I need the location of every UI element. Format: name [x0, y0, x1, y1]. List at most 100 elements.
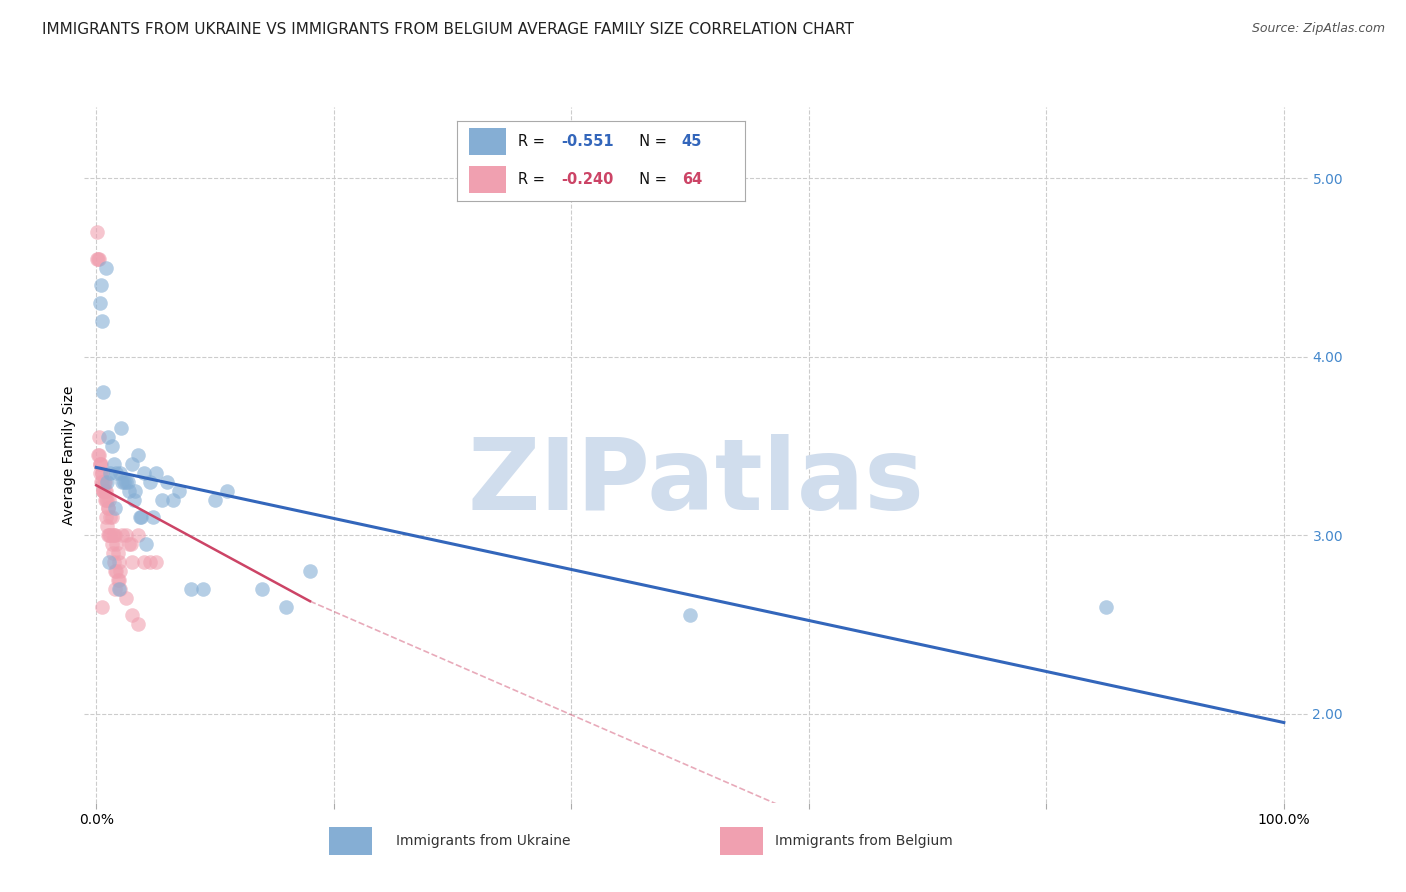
Point: [127, 448, 149, 462]
Point: [107, 582, 129, 596]
Point: [108, 582, 131, 596]
Point: [138, 555, 160, 569]
Point: [298, 564, 321, 578]
Point: [115, 528, 138, 542]
Point: [101, 528, 124, 542]
Point: [97, 528, 120, 542]
Point: [131, 510, 153, 524]
Point: [110, 421, 132, 435]
Point: [120, 537, 142, 551]
Point: [142, 510, 165, 524]
Point: [115, 475, 138, 489]
Point: [105, 564, 128, 578]
Text: ZIPatlas: ZIPatlas: [468, 434, 924, 532]
Y-axis label: Average Family Size: Average Family Size: [62, 385, 76, 524]
Point: [93, 483, 115, 498]
Point: [86, 225, 108, 239]
Point: [89, 457, 111, 471]
Point: [180, 582, 202, 596]
Point: [145, 466, 167, 480]
Point: [93, 492, 115, 507]
Point: [100, 466, 122, 480]
Point: [94, 510, 117, 524]
Point: [89, 296, 111, 310]
Point: [252, 582, 274, 596]
Point: [111, 528, 134, 542]
Text: Immigrants from Belgium: Immigrants from Belgium: [776, 834, 953, 848]
Point: [127, 617, 149, 632]
Point: [162, 492, 184, 507]
Text: Immigrants from Ukraine: Immigrants from Ukraine: [396, 834, 571, 848]
Point: [118, 483, 141, 498]
Point: [103, 457, 125, 471]
Point: [107, 573, 129, 587]
Point: [89, 448, 111, 462]
Point: [90, 475, 112, 489]
Point: [91, 466, 114, 480]
Point: [107, 555, 129, 569]
Point: [100, 528, 122, 542]
Point: [94, 260, 117, 275]
Point: [150, 492, 173, 507]
Point: [90, 278, 112, 293]
Point: [108, 466, 131, 480]
Point: [98, 555, 121, 569]
Text: Source: ZipAtlas.com: Source: ZipAtlas.com: [1251, 22, 1385, 36]
Point: [87, 448, 110, 462]
Point: [103, 528, 125, 542]
Point: [91, 475, 114, 489]
Text: IMMIGRANTS FROM UKRAINE VS IMMIGRANTS FROM BELGIUM AVERAGE FAMILY SIZE CORRELATI: IMMIGRANTS FROM UKRAINE VS IMMIGRANTS FR…: [42, 22, 853, 37]
Point: [97, 501, 120, 516]
Point: [121, 608, 143, 623]
Point: [91, 483, 114, 498]
Point: [98, 492, 121, 507]
Point: [127, 528, 149, 542]
Point: [204, 492, 226, 507]
Point: [111, 475, 134, 489]
Point: [104, 564, 127, 578]
Point: [96, 475, 118, 489]
Point: [100, 510, 122, 524]
Point: [90, 599, 112, 614]
Point: [103, 555, 125, 569]
Point: [215, 483, 238, 498]
Point: [117, 475, 139, 489]
Point: [107, 546, 129, 560]
Point: [90, 466, 112, 480]
Point: [96, 492, 118, 507]
Point: [93, 385, 115, 400]
Point: [145, 555, 167, 569]
Point: [276, 599, 298, 614]
Point: [105, 466, 128, 480]
Point: [87, 252, 110, 266]
Point: [94, 483, 117, 498]
Point: [104, 501, 127, 516]
Point: [107, 573, 129, 587]
Point: [96, 519, 118, 533]
Point: [96, 492, 118, 507]
Point: [100, 439, 122, 453]
Point: [132, 555, 155, 569]
Point: [98, 528, 121, 542]
Point: [191, 582, 214, 596]
Point: [129, 510, 152, 524]
Point: [121, 457, 143, 471]
Point: [87, 252, 110, 266]
Point: [118, 537, 141, 551]
Point: [89, 457, 111, 471]
Point: [89, 430, 111, 444]
Point: [86, 252, 108, 266]
Point: [101, 546, 124, 560]
Point: [93, 483, 115, 498]
Point: [121, 555, 143, 569]
Point: [93, 475, 115, 489]
Point: [112, 475, 135, 489]
Point: [138, 475, 160, 489]
Point: [89, 466, 111, 480]
Point: [132, 466, 155, 480]
Point: [105, 537, 128, 551]
Point: [104, 528, 127, 542]
Point: [91, 314, 114, 328]
Point: [122, 492, 145, 507]
Point: [124, 483, 146, 498]
